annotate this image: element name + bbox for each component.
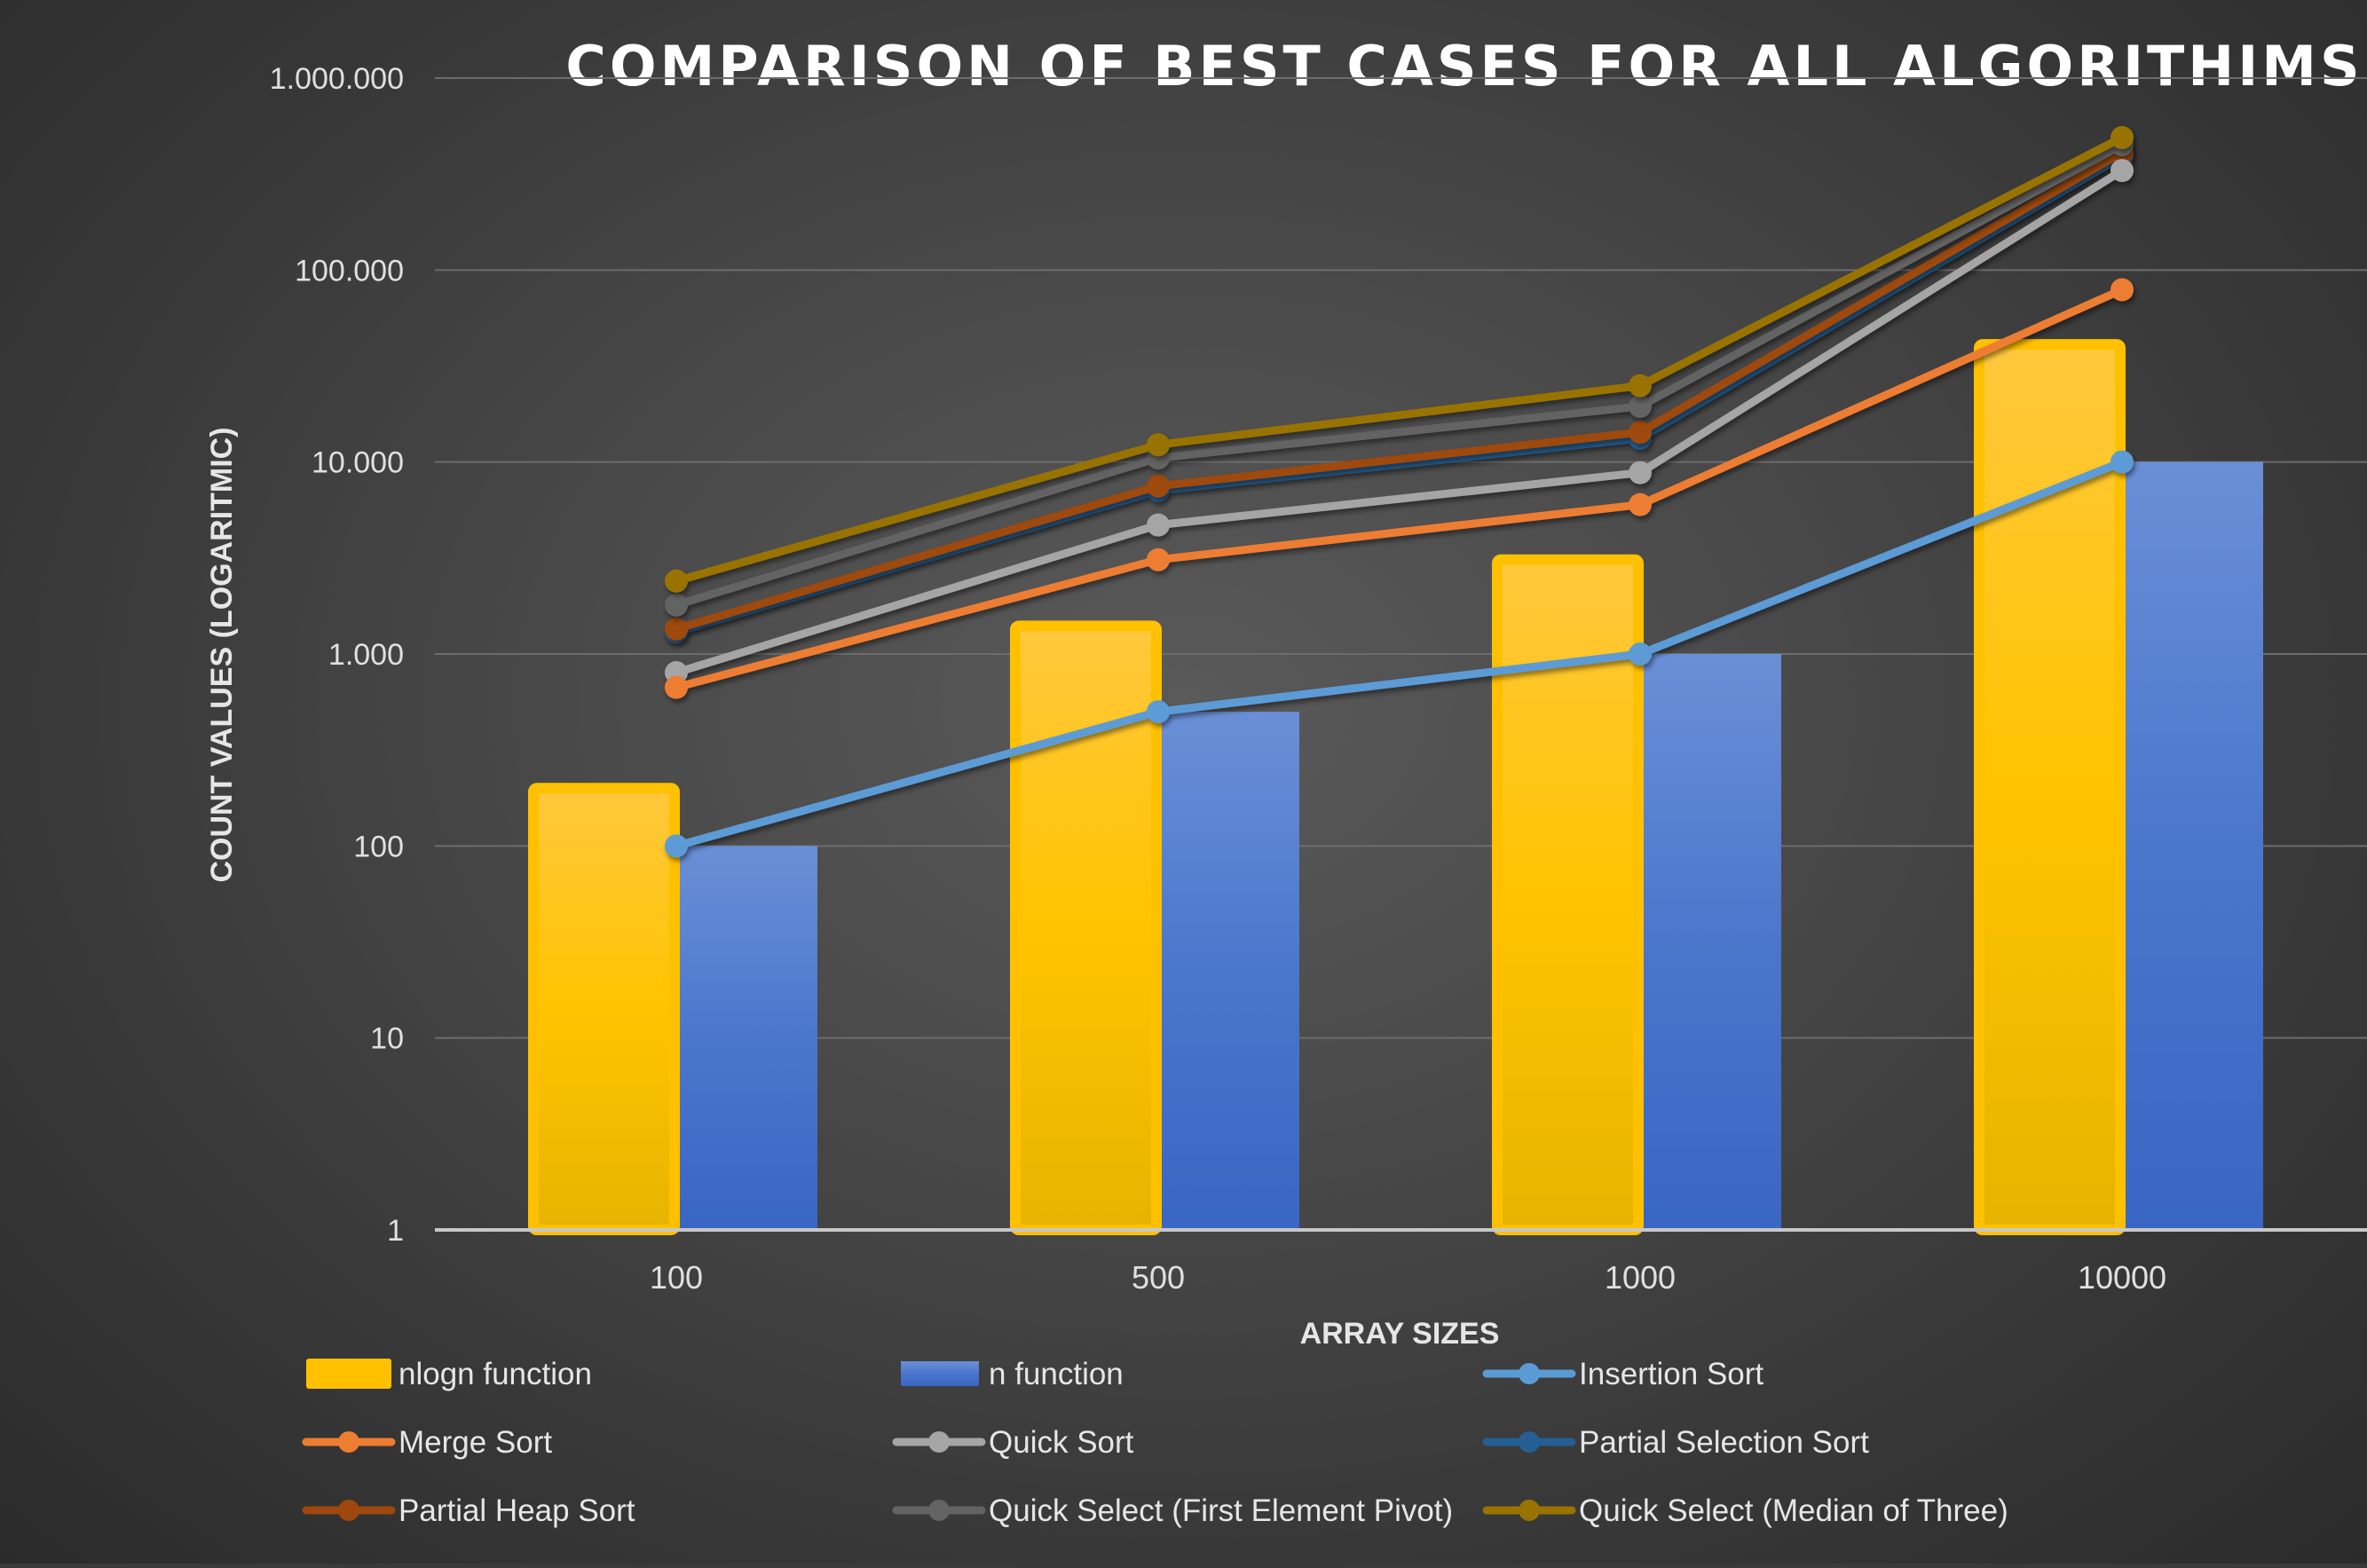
bar-n — [680, 846, 817, 1230]
legend-label: Partial Selection Sort — [1579, 1425, 1869, 1460]
legend-marker — [1519, 1363, 1540, 1384]
series-quick-select-median-of-three — [665, 126, 2134, 593]
series-line-quick-sort — [672, 166, 2126, 677]
y-tick-label: 100.000 — [295, 254, 404, 288]
series-line-quick-select-first-element-pivot — [672, 140, 2126, 610]
data-point-quick-select-median-of-three — [665, 569, 688, 593]
legend-label: Quick Select (First Element Pivot) — [989, 1493, 1453, 1528]
legend-label: Merge Sort — [398, 1425, 552, 1460]
series-line-quick-select-median-of-three — [672, 133, 2126, 586]
legend-marker — [338, 1431, 359, 1453]
y-axis-title: COUNT VALUES (LOGARITMIC) — [205, 427, 239, 882]
data-point-quick-sort — [2111, 159, 2134, 183]
legend-item-quick-select-first-element-pivot[interactable]: Quick Select (First Element Pivot) — [892, 1493, 1453, 1528]
legend-swatch — [901, 1361, 979, 1386]
data-point-insertion-sort — [1147, 700, 1170, 724]
y-tick-label: 10.000 — [312, 446, 404, 480]
y-tick-label: 10 — [370, 1022, 404, 1056]
bar-nlogn — [528, 783, 680, 1235]
legend-item-merge-sort[interactable]: Merge Sort — [302, 1425, 552, 1460]
y-tick-label: 1.000.000 — [270, 62, 404, 96]
x-axis-title: ARRAY SIZES — [1300, 1317, 1500, 1351]
bar-nlogn — [1974, 339, 2126, 1236]
legend-item-n-function[interactable]: n function — [901, 1357, 1124, 1391]
series-partial-heap-sort — [665, 140, 2134, 641]
data-point-insertion-sort — [665, 834, 688, 858]
chart-title: COMPARISON OF BEST CASES FOR ALL ALGORIT… — [565, 34, 2363, 98]
series-line-partial-heap-sort — [672, 148, 2126, 634]
legend-label: Partial Heap Sort — [398, 1493, 635, 1528]
legend-marker — [928, 1431, 950, 1453]
x-tick-label: 100 — [650, 1259, 703, 1296]
data-point-quick-select-median-of-three — [1629, 374, 1652, 398]
x-tick-label: 1000 — [1605, 1259, 1676, 1296]
data-point-merge-sort — [665, 675, 688, 699]
data-point-quick-sort — [1147, 513, 1170, 537]
legend-item-quick-sort[interactable]: Quick Sort — [892, 1425, 1134, 1460]
data-point-quick-sort — [1629, 461, 1652, 485]
legend-label: Quick Sort — [989, 1425, 1134, 1460]
data-point-quick-select-median-of-three — [2111, 126, 2134, 150]
data-point-merge-sort — [1629, 492, 1652, 516]
legend-label: nlogn function — [398, 1357, 592, 1391]
series-line-merge-sort — [672, 285, 2126, 692]
legend-item-partial-selection-sort[interactable]: Partial Selection Sort — [1482, 1425, 1869, 1460]
data-point-partial-heap-sort — [1629, 421, 1652, 445]
data-point-insertion-sort — [1629, 642, 1652, 666]
x-tick-label: 500 — [1132, 1259, 1185, 1296]
bar-n — [2126, 461, 2263, 1230]
data-point-quick-select-first-element-pivot — [1629, 394, 1652, 418]
legend-label: Insertion Sort — [1579, 1357, 1763, 1391]
legend-item-quick-select-median-of-three[interactable]: Quick Select (Median of Three) — [1482, 1493, 2008, 1528]
x-axis-ticks: 100 500 1000 10000 — [650, 1259, 2166, 1296]
series-line-insertion-sort — [672, 458, 2126, 850]
y-axis-ticks: 1 10 100 1.000 10.000 100.000 1.000.000 — [270, 62, 404, 1248]
x-tick-label: 10000 — [2078, 1259, 2166, 1296]
legend-marker — [928, 1500, 950, 1521]
data-point-quick-select-median-of-three — [1147, 433, 1170, 457]
bars — [528, 339, 2263, 1236]
legend-item-insertion-sort[interactable]: Insertion Sort — [1482, 1357, 1763, 1391]
y-tick-label: 1 — [387, 1214, 404, 1248]
legend-label: n function — [989, 1357, 1124, 1391]
bar-n — [1644, 654, 1781, 1230]
legend-swatch — [306, 1359, 391, 1389]
y-tick-label: 1.000 — [328, 638, 404, 672]
data-point-insertion-sort — [2111, 450, 2134, 474]
data-point-merge-sort — [2111, 278, 2134, 302]
legend-label: Quick Select (Median of Three) — [1579, 1493, 2008, 1528]
series-quick-sort — [665, 159, 2134, 684]
legend-item-nlogn-function[interactable]: nlogn function — [306, 1357, 592, 1391]
series-merge-sort — [665, 278, 2134, 699]
series-insertion-sort — [665, 450, 2134, 858]
data-point-quick-select-first-element-pivot — [665, 593, 688, 617]
lines — [665, 126, 2134, 858]
bar-n — [1162, 712, 1299, 1230]
data-point-partial-heap-sort — [665, 617, 688, 641]
legend-marker — [338, 1500, 359, 1521]
legend-marker — [1519, 1500, 1540, 1521]
legend-marker — [1519, 1431, 1540, 1453]
y-tick-label: 100 — [353, 830, 404, 863]
legend-item-partial-heap-sort[interactable]: Partial Heap Sort — [302, 1493, 635, 1528]
data-point-merge-sort — [1147, 548, 1170, 571]
legend: nlogn function n function Insertion Sort Me… — [302, 1357, 2008, 1528]
data-point-partial-heap-sort — [1147, 474, 1170, 498]
